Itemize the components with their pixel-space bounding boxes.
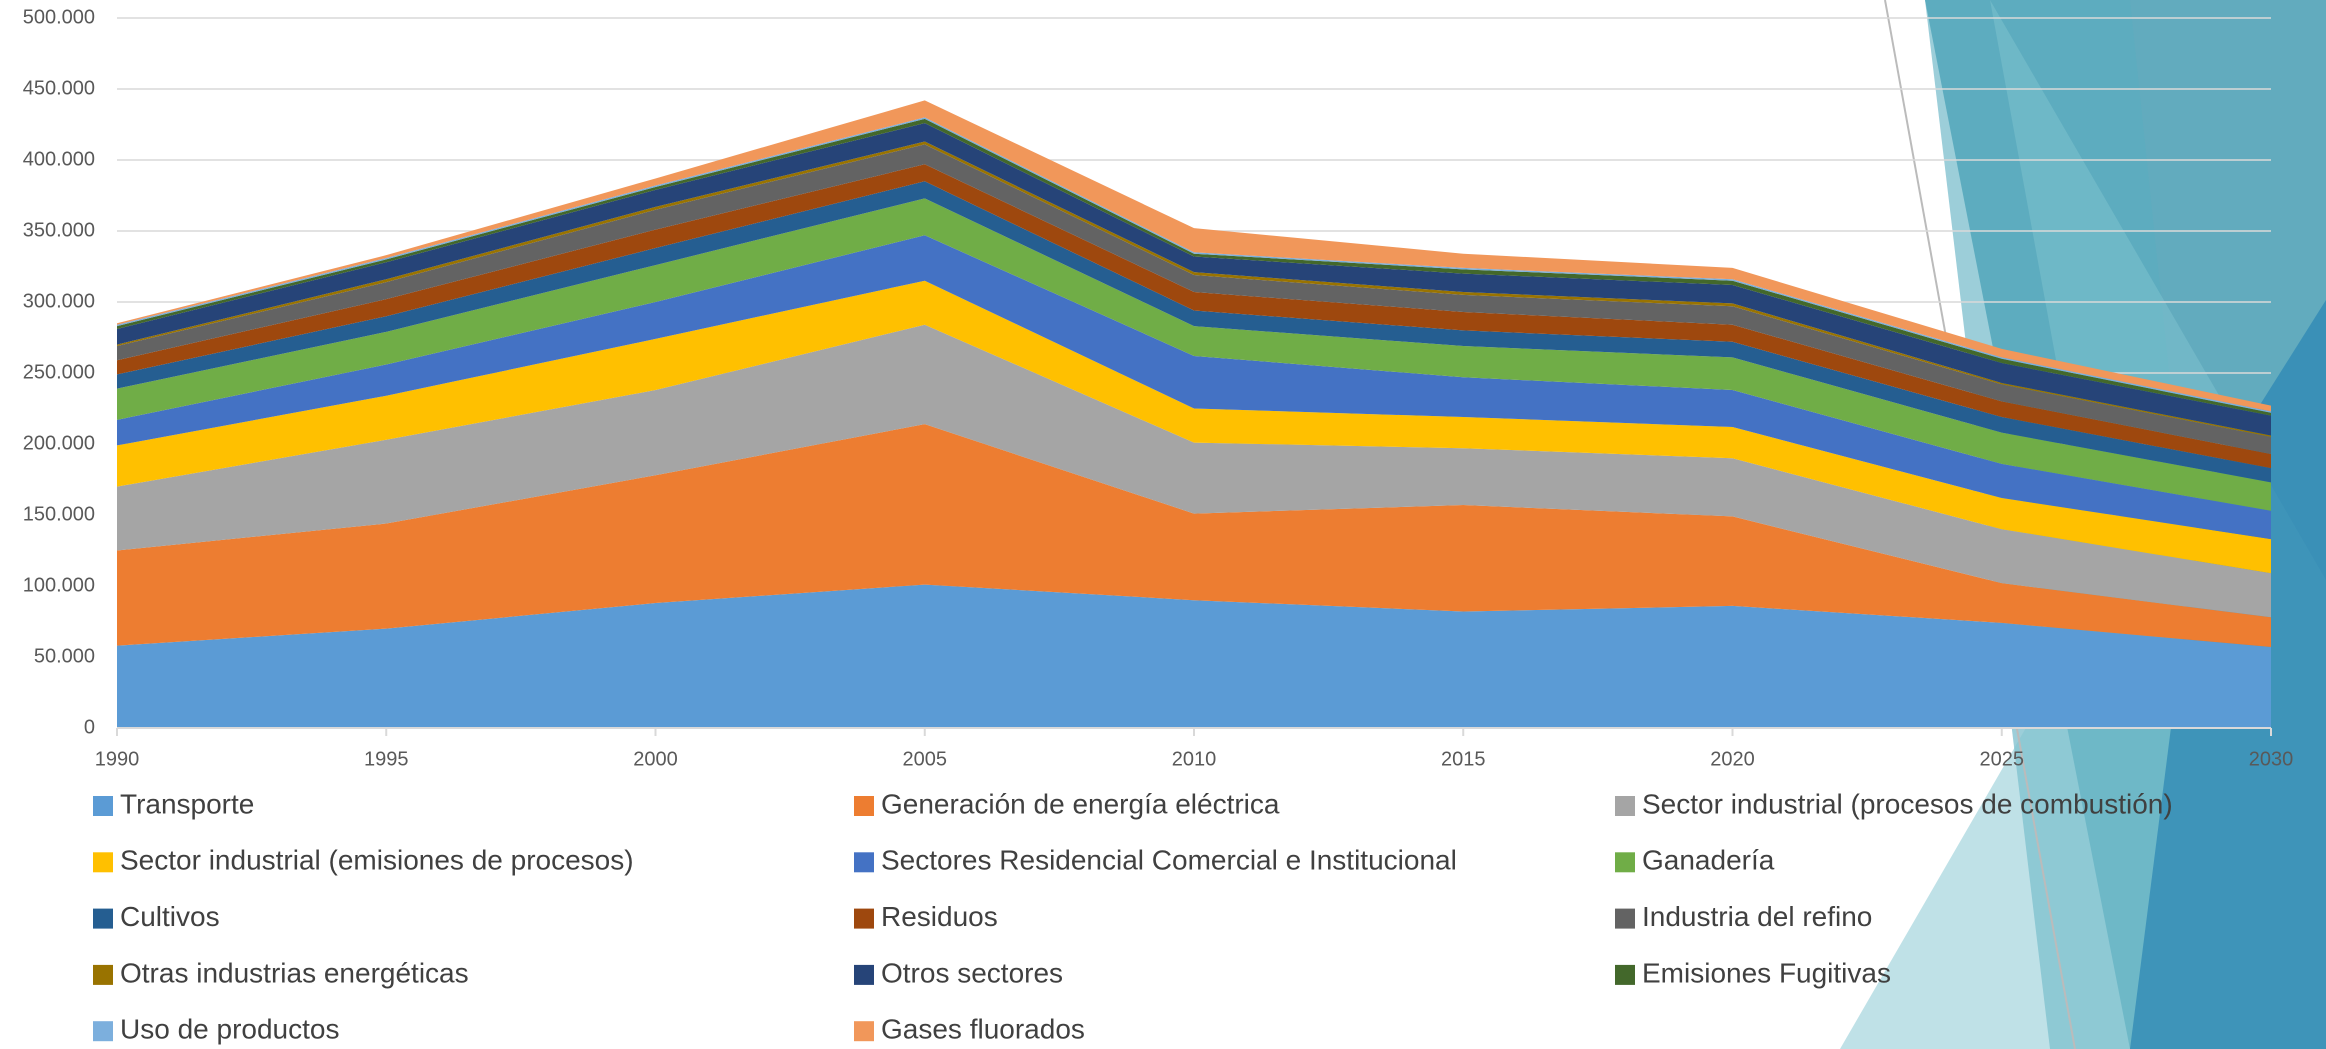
- legend-swatch: [1615, 908, 1635, 929]
- legend-swatch: [1615, 796, 1635, 816]
- y-tick-label: 450.000: [23, 77, 95, 99]
- x-tick-label: 2000: [633, 748, 678, 770]
- x-tick-label: 2025: [1980, 748, 2025, 770]
- legend-swatch: [93, 852, 113, 873]
- y-tick-label: 100.000: [23, 574, 95, 596]
- area: [117, 198, 2271, 511]
- legend-swatch: [854, 964, 874, 985]
- legend-swatch: [854, 796, 874, 816]
- legend-label: Generación de energía eléctrica: [881, 788, 1280, 819]
- area: [117, 280, 2271, 574]
- y-tick-label: 50.000: [34, 645, 95, 667]
- legend-swatch: [1615, 964, 1635, 985]
- area: [117, 181, 2271, 483]
- area: [117, 424, 2271, 648]
- legend-label: Emisiones Fugitivas: [1642, 957, 1891, 988]
- legend-label: Cultivos: [120, 901, 220, 932]
- legend-swatch: [93, 796, 113, 816]
- legend-swatch: [1615, 852, 1635, 873]
- y-tick-label: 500.000: [23, 6, 95, 28]
- y-tick-label: 150.000: [23, 503, 95, 525]
- area: [117, 123, 2271, 436]
- legend-label: Transporte: [120, 788, 254, 819]
- legend-swatch: [93, 964, 113, 985]
- legend-swatch: [93, 908, 113, 929]
- legend-label: Gases fluorados: [881, 1014, 1085, 1045]
- y-tick-label: 350.000: [23, 219, 95, 241]
- x-tick-label: 2005: [903, 748, 948, 770]
- legend-label: Sectores Residencial Comercial e Institu…: [881, 845, 1457, 876]
- legend-label: Sector industrial (procesos de combustió…: [1642, 788, 2173, 819]
- legend-label: Otras industrias energéticas: [120, 957, 469, 988]
- legend-label: Residuos: [881, 901, 998, 932]
- legend-swatch: [854, 852, 874, 873]
- legend-label: Uso de productos: [120, 1014, 339, 1045]
- y-tick-label: 0: [84, 716, 95, 738]
- y-tick-label: 300.000: [23, 290, 95, 312]
- legend-label: Sector industrial (emisiones de procesos…: [120, 845, 634, 876]
- legend-swatch: [854, 1021, 874, 1042]
- legend-swatch: [854, 908, 874, 929]
- legend-label: Ganadería: [1642, 845, 1775, 876]
- area: [117, 324, 2271, 618]
- x-tick-label: 2010: [1172, 748, 1217, 770]
- legend-swatch: [93, 1021, 113, 1042]
- y-tick-label: 200.000: [23, 432, 95, 454]
- x-tick-label: 1990: [95, 748, 140, 770]
- y-tick-label: 250.000: [23, 361, 95, 383]
- area: [117, 584, 2271, 728]
- y-tick-label: 400.000: [23, 148, 95, 170]
- area: [117, 235, 2271, 540]
- x-tick-label: 2015: [1441, 748, 1486, 770]
- legend-label: Otros sectores: [881, 957, 1063, 988]
- x-tick-label: 1995: [364, 748, 409, 770]
- area: [117, 164, 2271, 469]
- legend-label: Industria del refino: [1642, 901, 1872, 932]
- x-tick-label: 2020: [1710, 748, 1755, 770]
- area: [117, 144, 2271, 454]
- x-tick-label: 2030: [2249, 748, 2294, 770]
